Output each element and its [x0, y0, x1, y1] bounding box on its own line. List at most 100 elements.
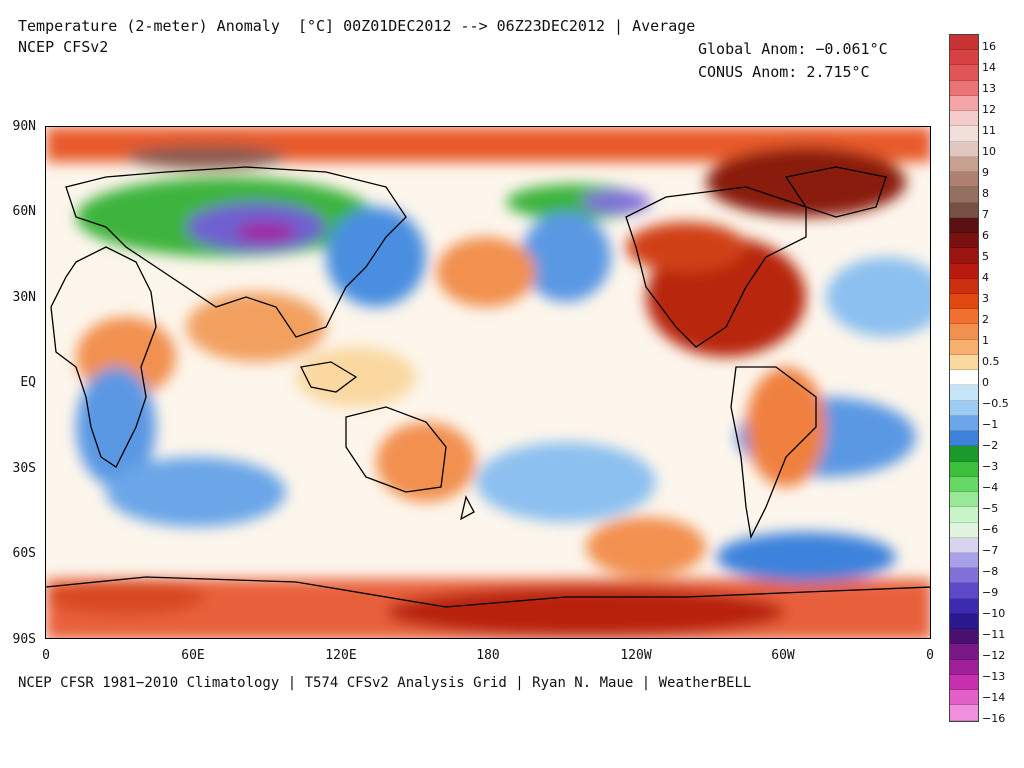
global-anomaly: Global Anom: −0.061°C — [698, 40, 888, 58]
colorbar-swatch — [950, 492, 978, 508]
lat-label-eq: EQ — [20, 375, 36, 390]
colorbar-label: 0.5 — [982, 355, 1000, 368]
colorbar-label: −3 — [982, 460, 999, 473]
greenland-warm — [706, 147, 906, 217]
south-pacific-warm — [586, 517, 706, 577]
north-atlantic-cold — [826, 257, 930, 337]
colorbar-swatch — [950, 507, 978, 523]
colorbar-swatch — [950, 187, 978, 203]
colorbar — [949, 34, 979, 722]
south-america-outline — [730, 366, 817, 540]
colorbar-swatch — [950, 431, 978, 447]
colorbar-swatch — [950, 705, 978, 721]
footer-credits: NCEP CFSR 1981−2010 Climatology | T574 C… — [18, 675, 752, 691]
colorbar-label: 6 — [982, 229, 989, 242]
colorbar-swatch — [950, 613, 978, 630]
coastlines — [46, 166, 930, 608]
colorbar-swatch — [950, 65, 978, 81]
antarctic-strong-warm — [386, 587, 786, 637]
colorbar-label: −5 — [982, 502, 999, 515]
colorbar-swatch — [950, 537, 978, 553]
colorbar-label: 13 — [982, 82, 996, 95]
colorbar-label: 2 — [982, 313, 989, 326]
colorbar-swatch — [950, 522, 978, 538]
colorbar-swatch — [950, 248, 978, 264]
colorbar-swatch — [950, 568, 978, 584]
colorbar-swatch — [950, 202, 978, 218]
colorbar-swatch — [950, 598, 978, 614]
colorbar-swatch — [950, 141, 978, 157]
alaska-purple — [581, 190, 651, 214]
colorbar-label: −11 — [982, 628, 1006, 641]
colorbar-swatch — [950, 80, 978, 96]
lat-label-30s: 30S — [12, 461, 36, 476]
colorbar-label: −4 — [982, 481, 999, 494]
north-pacific-cold — [521, 212, 611, 302]
lon-label-60e: 60E — [181, 648, 205, 663]
colorbar-label: −1 — [982, 418, 999, 431]
colorbar-label: 16 — [982, 40, 996, 53]
colorbar-swatch — [950, 629, 978, 645]
colorbar-label: 10 — [982, 145, 996, 158]
lat-label-60s: 60S — [12, 546, 36, 561]
lat-label-90n: 90N — [12, 119, 36, 134]
south-pacific-cold — [476, 442, 656, 522]
conus-anomaly: CONUS Anom: 2.715°C — [698, 63, 870, 81]
lat-label-90s: 90S — [12, 632, 36, 647]
colorbar-label: 4 — [982, 271, 989, 284]
lon-label-120w: 120W — [620, 648, 652, 663]
colorbar-swatch — [950, 583, 978, 599]
lon-label-0-end: 0 — [926, 648, 934, 663]
colorbar-label: 9 — [982, 166, 989, 179]
australia-outline — [345, 406, 447, 493]
lon-label-120e: 120E — [325, 648, 357, 663]
eurasia-outline — [65, 166, 407, 338]
siberia-magenta — [236, 222, 296, 242]
greenland-outline — [784, 166, 887, 218]
east-asia-cold — [326, 207, 426, 307]
colorbar-label: −7 — [982, 544, 999, 557]
colorbar-swatch — [950, 111, 978, 127]
new-zealand-outline — [460, 495, 475, 521]
colorbar-swatch — [950, 446, 978, 462]
colorbar-label: −6 — [982, 523, 999, 536]
lat-label-30n: 30N — [12, 290, 36, 305]
colorbar-swatch — [950, 385, 978, 401]
colorbar-label: −9 — [982, 586, 999, 599]
colorbar-swatch — [950, 324, 978, 340]
colorbar-swatch — [950, 461, 978, 477]
colorbar-swatch — [950, 690, 978, 706]
colorbar-swatch — [950, 233, 978, 249]
colorbar-swatch — [950, 339, 978, 355]
colorbar-swatch — [950, 95, 978, 112]
colorbar-swatch — [950, 156, 978, 173]
antarctica-outline — [46, 576, 930, 608]
antarctic-warm-west — [46, 579, 206, 615]
colorbar-label: 7 — [982, 208, 989, 221]
colorbar-label: 0 — [982, 376, 989, 389]
colorbar-swatch — [950, 644, 978, 660]
southern-ocean-cold — [716, 532, 896, 582]
colorbar-swatch — [950, 354, 978, 371]
colorbar-label: 12 — [982, 103, 996, 116]
map-title: Temperature (2-meter) Anomaly [°C] 00Z01… — [18, 17, 696, 35]
colorbar-label: −13 — [982, 670, 1006, 683]
africa-outline — [50, 246, 157, 468]
lon-label-180: 180 — [476, 648, 500, 663]
colorbar-swatch — [950, 415, 978, 432]
colorbar-swatch — [950, 217, 978, 234]
colorbar-label: 8 — [982, 187, 989, 200]
indonesia-outline — [300, 361, 358, 393]
colorbar-label: 5 — [982, 250, 989, 263]
lon-label-0: 0 — [42, 648, 50, 663]
lat-label-60n: 60N — [12, 204, 36, 219]
south-america-warm — [746, 367, 826, 487]
africa-cold — [76, 367, 156, 487]
colorbar-swatch — [950, 400, 978, 416]
colorbar-label: 3 — [982, 292, 989, 305]
lon-label-60w: 60W — [771, 648, 795, 663]
colorbar-label: 11 — [982, 124, 996, 137]
colorbar-label: −2 — [982, 439, 999, 452]
colorbar-swatch — [950, 370, 978, 386]
colorbar-swatch — [950, 659, 978, 675]
